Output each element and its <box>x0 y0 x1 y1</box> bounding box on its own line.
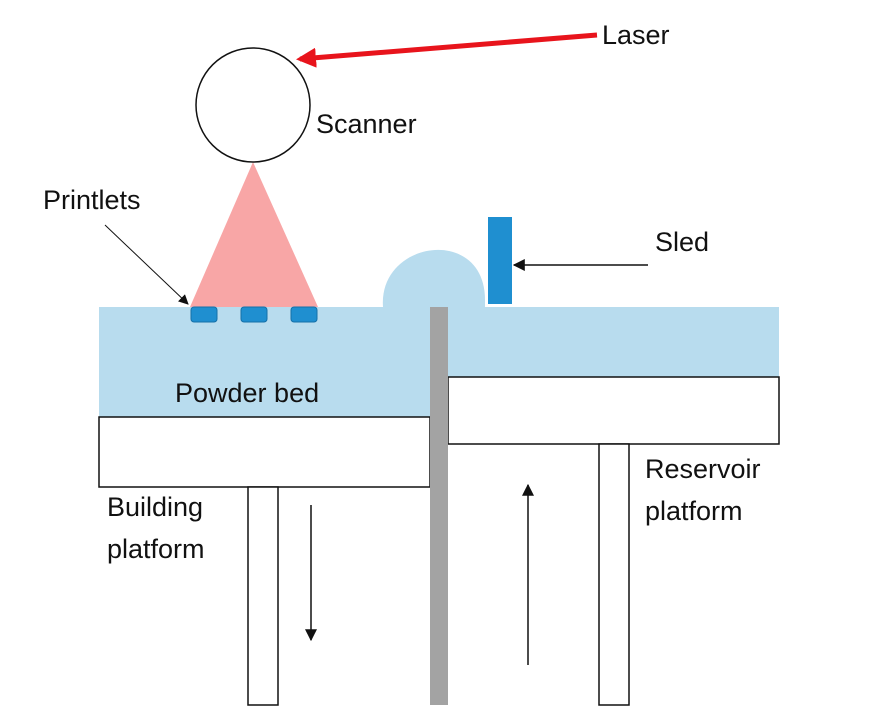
printlets-label: Printlets <box>43 185 141 215</box>
divider-wall <box>430 307 448 705</box>
building-platform-label-line2: platform <box>107 534 205 564</box>
building-piston <box>247 486 279 706</box>
printlet <box>190 306 218 323</box>
powder-heap <box>382 249 485 307</box>
scanner <box>195 47 311 163</box>
laser-label: Laser <box>602 20 670 50</box>
laser-beam-cone <box>190 162 318 307</box>
laser-arrow <box>296 32 598 68</box>
building-platform-plate <box>98 416 431 488</box>
sled <box>488 217 512 304</box>
printlet <box>290 306 318 323</box>
printlets-group <box>190 306 318 323</box>
reservoir-piston <box>598 443 630 706</box>
printlet <box>240 306 268 323</box>
printlets-pointer-arrow <box>104 224 189 305</box>
building-platform-label-line1: Building <box>107 492 203 522</box>
powder-bed-right <box>448 307 779 377</box>
sled-label: Sled <box>655 227 709 257</box>
reservoir-platform-label-line1: Reservoir <box>645 454 761 484</box>
reservoir-platform-plate <box>447 376 780 445</box>
powder-bed-label: Powder bed <box>175 378 319 408</box>
powder-bed-left <box>99 307 430 417</box>
scanner-label: Scanner <box>316 109 417 139</box>
reservoir-platform-label-line2: platform <box>645 496 743 526</box>
